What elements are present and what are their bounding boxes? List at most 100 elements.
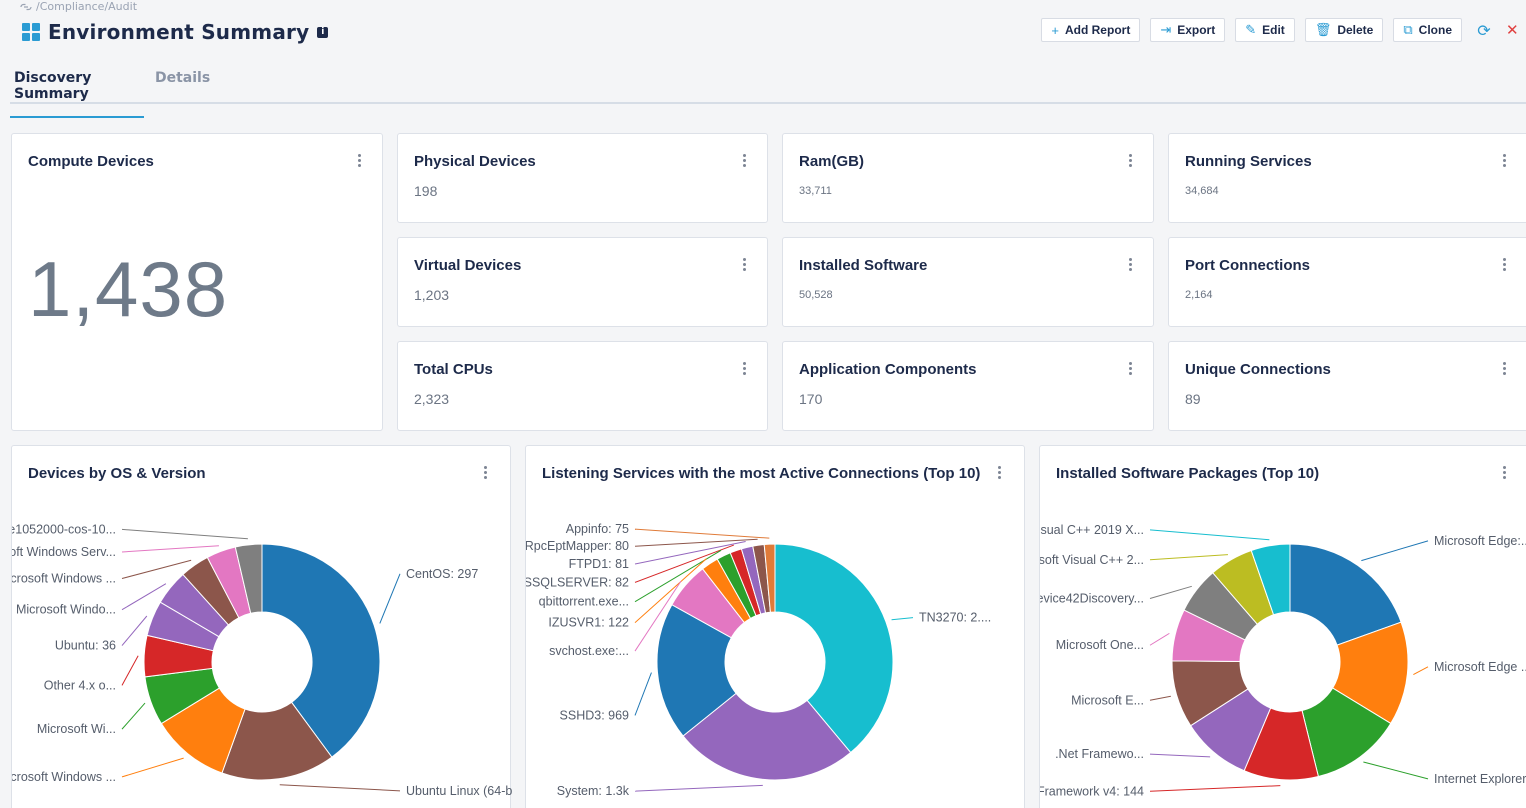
more-options-icon[interactable] — [358, 154, 362, 167]
chart-title: Installed Software Packages (Top 10) — [1056, 465, 1320, 482]
delete-button[interactable]: 🗑 Delete — [1304, 18, 1384, 42]
slice-label: IZUSVR1: 122 — [548, 616, 629, 630]
slice-label: Microsoft Windows Serv... — [12, 545, 116, 559]
clone-button[interactable]: ⧉ Clone — [1393, 18, 1462, 42]
application-components-card: Application Components 170 — [782, 341, 1154, 431]
donut-slice[interactable] — [774, 543, 894, 754]
leader-line — [1149, 529, 1270, 541]
leader-line — [1149, 632, 1170, 646]
donut-slice[interactable] — [234, 543, 263, 614]
info-icon[interactable]: i — [317, 26, 329, 38]
donut-slice[interactable] — [682, 692, 852, 781]
more-options-icon[interactable] — [1503, 466, 1507, 479]
slice-label: Microsoft Windows ... — [12, 770, 116, 784]
slice-label: Ubuntu: 36 — [55, 639, 116, 653]
slice-label: CentOS: 297 — [406, 567, 478, 581]
card-title: Total CPUs — [414, 361, 493, 378]
compute-devices-card: Compute Devices 1,438 — [11, 133, 383, 431]
more-options-icon[interactable] — [743, 362, 747, 375]
donut-slice[interactable] — [763, 543, 776, 613]
page-title: Environment Summary — [48, 20, 310, 44]
page-header: Environment Summary i — [22, 20, 329, 44]
slice-label: Microsoft Visual C++ 2... — [1040, 553, 1144, 567]
slice-label: MSSQLSERVER: 82 — [526, 575, 629, 589]
leader-line — [634, 672, 652, 716]
export-icon: ⇥ — [1160, 22, 1172, 37]
slice-label: SSHD3: 969 — [560, 708, 630, 722]
slice-label: FTPD1: 81 — [569, 557, 629, 571]
edit-icon: ✎ — [1245, 22, 1257, 37]
link-icon — [20, 3, 32, 10]
add-report-button[interactable]: + Add Report — [1041, 18, 1141, 42]
card-value: 198 — [414, 183, 438, 199]
donut-slice[interactable] — [1250, 543, 1291, 616]
slice-label: System: 1.3k — [557, 784, 630, 798]
more-options-icon[interactable] — [1129, 362, 1133, 375]
more-options-icon[interactable] — [998, 466, 1002, 479]
donut-slice[interactable] — [261, 543, 381, 758]
slice-label: Other 4.x o... — [44, 678, 116, 692]
donut-slice[interactable] — [1289, 543, 1402, 646]
card-title: Unique Connections — [1185, 361, 1331, 378]
leader-line — [1149, 785, 1281, 792]
slice-label: Device42Discovery... — [1040, 591, 1144, 605]
donut-slice[interactable] — [656, 604, 737, 737]
compute-devices-value: 1,438 — [28, 245, 229, 333]
slice-label: Internet Explorer: 175 — [1434, 772, 1526, 786]
more-options-icon[interactable] — [484, 466, 488, 479]
slice-label: TN3270: 2.... — [919, 611, 991, 625]
export-button[interactable]: ⇥ Export — [1150, 18, 1226, 42]
edit-button[interactable]: ✎ Edit — [1235, 18, 1295, 42]
slice-label: Microsoft E... — [1071, 693, 1144, 707]
refresh-icon[interactable]: ⟳ — [1477, 20, 1491, 40]
physical-devices-card: Physical Devices 198 — [397, 133, 768, 223]
slice-label: svchost.exe:... — [549, 644, 629, 658]
more-options-icon[interactable] — [1503, 362, 1507, 375]
dashboard-icon — [22, 23, 40, 41]
slice-label: gke-12613-gke1052000-cos-10... — [12, 522, 116, 536]
chart-title: Listening Services with the most Active … — [542, 465, 981, 482]
port-connections-card: Port Connections 2,164 — [1168, 237, 1526, 327]
leader-line — [634, 528, 770, 539]
leader-line — [121, 545, 219, 553]
slice-label: .Net Framework v4: 144 — [1040, 784, 1144, 798]
devices-by-os-chart-card: Devices by OS & Version gke-12613-gke105… — [11, 445, 512, 808]
card-title: Running Services — [1185, 153, 1312, 170]
leader-line — [1149, 753, 1211, 758]
breadcrumb-text[interactable]: /Compliance/Audit — [36, 0, 138, 13]
more-options-icon[interactable] — [1129, 154, 1133, 167]
slice-label: RpcEptMapper: 80 — [526, 539, 629, 553]
leader-line — [1413, 666, 1429, 676]
leader-line — [1149, 585, 1192, 599]
slice-label: Microsoft Edge:... — [1434, 534, 1526, 548]
toolbar: + Add Report ⇥ Export ✎ Edit 🗑 Delete ⧉ Clone… — [1041, 18, 1526, 42]
more-options-icon[interactable] — [1129, 258, 1133, 271]
more-options-icon[interactable] — [743, 258, 747, 271]
leader-line — [121, 583, 167, 611]
more-options-icon[interactable] — [743, 154, 747, 167]
leader-line — [379, 573, 401, 624]
leader-line — [634, 558, 707, 624]
leader-line — [634, 541, 746, 565]
card-value: 2,164 — [1185, 289, 1213, 301]
installed-software-card: Installed Software 50,528 — [782, 237, 1154, 327]
tab-details[interactable]: Details — [155, 70, 211, 86]
tab-discovery-summary[interactable]: Discovery Summary — [10, 70, 144, 118]
card-value: 170 — [799, 391, 823, 407]
more-options-icon[interactable] — [1503, 258, 1507, 271]
card-title: Virtual Devices — [414, 257, 522, 274]
virtual-devices-card: Virtual Devices 1,203 — [397, 237, 768, 327]
slice-label: qbittorrent.exe... — [539, 595, 629, 609]
leader-line — [891, 617, 914, 621]
installed-software-chart-card: Installed Software Packages (Top 10) Mic… — [1039, 445, 1526, 808]
unique-connections-card: Unique Connections 89 — [1168, 341, 1526, 431]
leader-line — [121, 702, 146, 730]
close-icon[interactable]: ✕ — [1506, 21, 1519, 39]
card-value: 50,528 — [799, 289, 833, 301]
breadcrumb[interactable]: /Compliance/Audit — [20, 0, 137, 13]
more-options-icon[interactable] — [1503, 154, 1507, 167]
leader-line — [634, 538, 758, 547]
clone-label: Clone — [1418, 23, 1452, 37]
export-label: Export — [1177, 23, 1216, 37]
card-title: Physical Devices — [414, 153, 536, 170]
